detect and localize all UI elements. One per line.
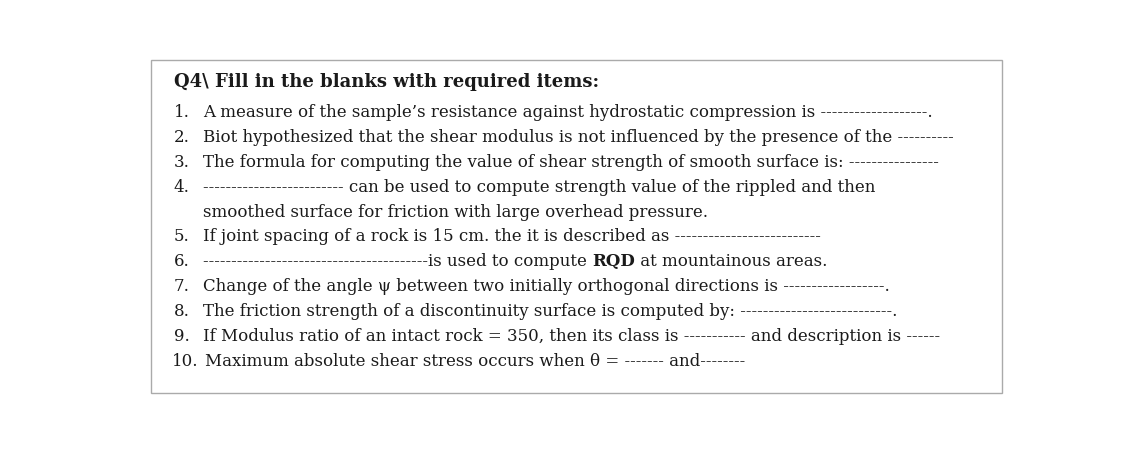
Text: Biot hypothesized that the shear modulus is not influenced by the presence of th: Biot hypothesized that the shear modulus…	[204, 129, 954, 146]
Text: 2.: 2.	[173, 129, 190, 146]
Text: 7.: 7.	[173, 278, 190, 295]
Text: 9.: 9.	[173, 328, 189, 345]
Text: Change of the angle ψ between two initially orthogonal directions is -----------: Change of the angle ψ between two initia…	[204, 278, 890, 295]
Text: RQD: RQD	[593, 253, 636, 270]
Text: ----------------------------------------is used to compute: ----------------------------------------…	[204, 253, 593, 270]
Text: smoothed surface for friction with large overhead pressure.: smoothed surface for friction with large…	[204, 203, 709, 220]
Text: 3.: 3.	[173, 154, 190, 171]
Text: The formula for computing the value of shear strength of smooth surface is: ----: The formula for computing the value of s…	[204, 154, 939, 171]
Text: ------------------------- can be used to compute strength value of the rippled a: ------------------------- can be used to…	[204, 179, 875, 196]
Text: If joint spacing of a rock is 15 cm. the it is described as --------------------: If joint spacing of a rock is 15 cm. the…	[204, 229, 821, 246]
FancyBboxPatch shape	[151, 60, 1002, 393]
Text: The friction strength of a discontinuity surface is computed by: ---------------: The friction strength of a discontinuity…	[204, 303, 898, 320]
Text: 10.: 10.	[172, 353, 198, 370]
Text: 5.: 5.	[173, 229, 189, 246]
Text: Maximum absolute shear stress occurs when θ = ------- and--------: Maximum absolute shear stress occurs whe…	[205, 353, 746, 370]
Text: If Modulus ratio of an intact rock = 350, then its class is ----------- and desc: If Modulus ratio of an intact rock = 350…	[204, 328, 940, 345]
Text: 1.: 1.	[173, 104, 190, 121]
Text: A measure of the sample’s resistance against hydrostatic compression is --------: A measure of the sample’s resistance aga…	[204, 104, 933, 121]
Text: at mountainous areas.: at mountainous areas.	[636, 253, 828, 270]
Text: 8.: 8.	[173, 303, 190, 320]
Text: 6.: 6.	[173, 253, 189, 270]
Text: 4.: 4.	[173, 179, 190, 196]
Text: Q4\ Fill in the blanks with required items:: Q4\ Fill in the blanks with required ite…	[173, 73, 598, 91]
